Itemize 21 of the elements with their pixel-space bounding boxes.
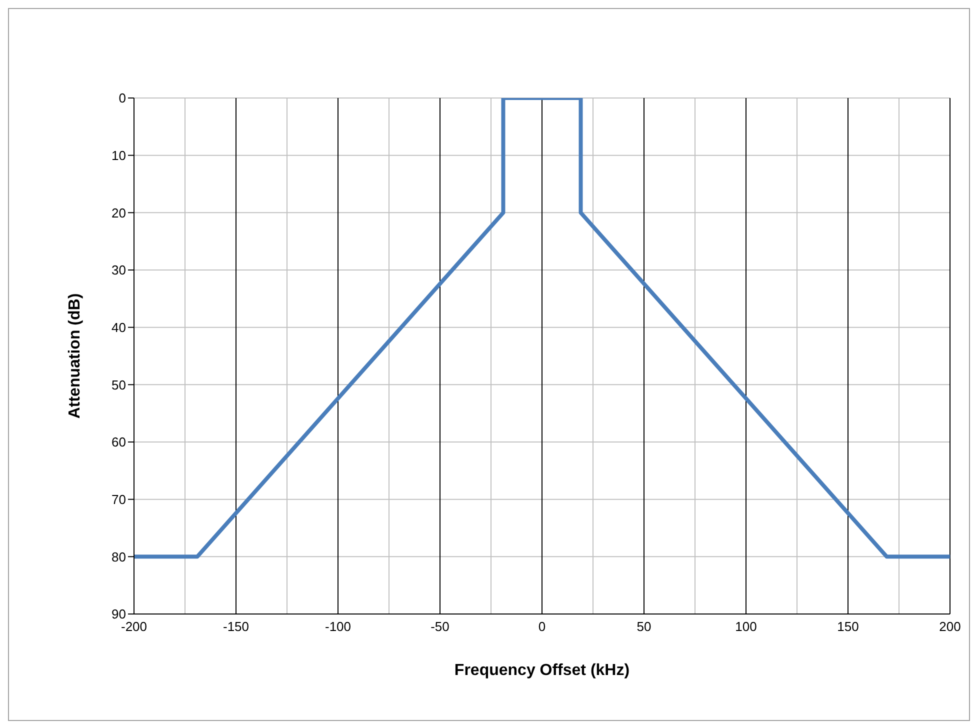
y-tick-label: 60 [112, 434, 126, 450]
y-tick-label: 30 [112, 262, 126, 278]
y-tick-label: 0 [118, 90, 126, 106]
x-axis-title: Frequency Offset (kHz) [454, 662, 630, 679]
x-tick-label: 200 [939, 619, 961, 634]
y-axis-title: Attenuation (dB) [66, 293, 84, 419]
x-tick-label: -150 [222, 619, 250, 634]
y-tick-label: 10 [112, 148, 126, 163]
x-tick-label: 50 [636, 619, 652, 634]
y-tick-label: 50 [112, 377, 126, 392]
y-tick-label: 20 [112, 205, 126, 220]
y-tick-label: 90 [112, 606, 126, 622]
y-tick-label: 40 [112, 320, 126, 335]
x-tick-label: -50 [430, 619, 450, 634]
y-tick-label: 80 [112, 549, 126, 564]
x-tick-label: 150 [837, 619, 859, 634]
x-tick-label: 0 [538, 619, 546, 634]
x-tick-label: -100 [324, 619, 352, 634]
y-tick-label: 70 [112, 492, 126, 507]
x-tick-label: -200 [120, 619, 148, 634]
x-tick-label: 100 [735, 619, 757, 634]
